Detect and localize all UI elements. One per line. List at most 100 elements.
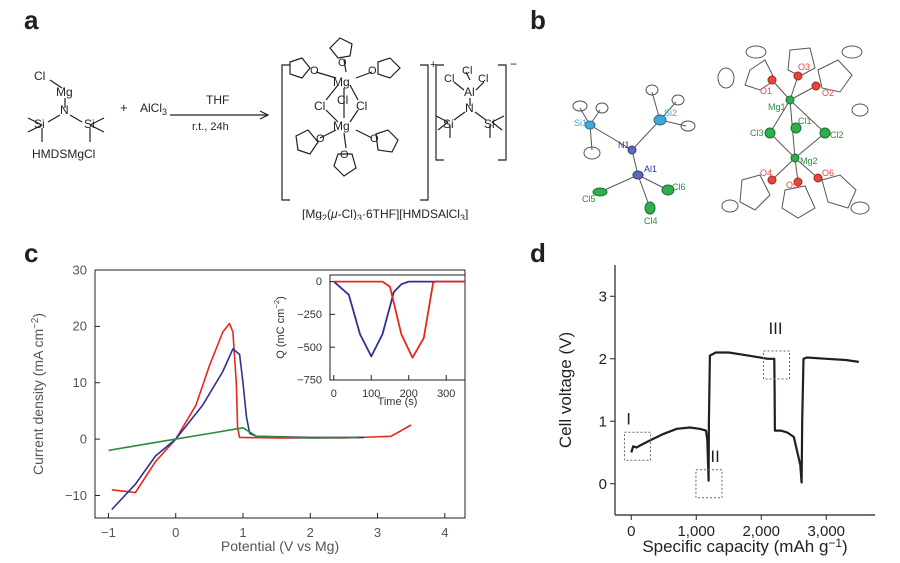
atom-label: Cl (337, 93, 348, 107)
atom-label: Cl (462, 65, 472, 77)
reactant-1-label: HMDSMgCl (32, 147, 95, 161)
cv-x-tick-label: 2 (307, 525, 314, 540)
plus-sign: + (120, 100, 128, 115)
atom-label-o6: O6 (822, 168, 834, 178)
cv-x-tick-label: −1 (101, 525, 116, 540)
conditions-bottom: r.t., 24h (192, 121, 229, 133)
atom-label: O (368, 65, 377, 77)
anion-charge: − (510, 57, 517, 71)
atom-label: Cl (314, 99, 325, 113)
atom-label: Cl (444, 73, 454, 85)
atom-label-si1: Si1 (574, 118, 587, 128)
cation-charge: + (430, 59, 436, 71)
cv-inset-x-tick-label: 200 (400, 388, 418, 400)
cv-inset-group: 0 100 200 300 0 −250 −500 −750 Time (s) Q (mC cm−… (272, 274, 466, 408)
atom-label-mg1: Mg1 (768, 102, 786, 112)
atom-label: Mg (56, 85, 73, 99)
atom-label: Cl (34, 69, 45, 83)
cv-x-axis-label: Potential (V vs Mg) (221, 538, 339, 554)
cv-inset-series-line-1 (333, 280, 465, 359)
voltage-capacity-chart: 0 1,000 2,000 3,000 0 1 2 3 Specific capacity (m… (556, 265, 875, 556)
cv-x-tick-label: 4 (441, 525, 448, 540)
atom-label: N (465, 101, 474, 115)
cv-series-line-2 (108, 427, 358, 452)
cell-y-tick-label: 3 (599, 288, 607, 305)
atom-label-cl2: Cl2 (830, 130, 844, 140)
conditions-top: THF (206, 93, 229, 107)
atom-label: O (340, 149, 349, 161)
cell-x-tick-label: 1,000 (677, 523, 715, 540)
atom-label-o3: O3 (798, 62, 810, 72)
annotation-box-1 (623, 431, 651, 461)
cv-y-tick-label: 30 (73, 262, 87, 277)
product-caption: [Mg2(μ-Cl)3·6THF][HMDSAlCl3] (302, 207, 468, 220)
atom-label: Si (84, 117, 95, 131)
cell-y-tick-label: 1 (599, 413, 607, 430)
cv-inset-y-tick-label: −500 (297, 342, 322, 354)
atom-label-cl6: Cl6 (672, 182, 686, 192)
cv-x-tick-label: 3 (374, 525, 381, 540)
atom-label: O (316, 133, 325, 145)
cv-inset-x-axis-label: Time (s) (378, 396, 418, 408)
cv-inset-x-tick-label: 100 (362, 388, 380, 400)
cv-y-tick-label: 20 (73, 319, 87, 334)
atom-label-si2: Si2 (664, 108, 677, 118)
reactant-2-label: AlCl3 (140, 101, 167, 117)
panel-letter-c: c (24, 238, 39, 268)
cv-x-tick-label: 1 (239, 525, 246, 540)
annotation-label-1: I (626, 409, 631, 428)
cv-inset-series-line-0 (333, 280, 465, 358)
atom-label-n1: N1 (618, 140, 630, 150)
cell-group: 0 1,000 2,000 3,000 0 1 2 3 Specific capacity (m… (556, 265, 875, 556)
cv-x-tick-label: 0 (172, 525, 179, 540)
atom-label-o5: O5 (786, 180, 798, 190)
atom-label-o4: O4 (760, 168, 772, 178)
atom-label-cl5: Cl5 (582, 194, 596, 204)
cell-y-tick-label: 2 (599, 351, 607, 368)
annotation-box-3 (763, 350, 791, 380)
panel-letter-a: a (24, 5, 39, 35)
atom-label: Si (484, 117, 495, 131)
atom-label-cl1: Cl1 (798, 116, 812, 126)
atom-label: Mg (333, 119, 350, 133)
atom-label: Si (443, 117, 454, 131)
atom-label-o2: O2 (822, 88, 834, 98)
panel-letter-d: d (530, 238, 546, 268)
reaction-scheme: Cl Mg N Si Si HMDSMgCl + AlCl3 THF r.t.,… (27, 37, 517, 220)
cv-inset-x-tick-label: 0 (331, 388, 337, 400)
atom-label: O (338, 57, 347, 69)
annotation-label-3: III (768, 319, 782, 338)
atom-label-o1: O1 (760, 86, 772, 96)
cell-y-axis-label: Cell voltage (V) (556, 332, 575, 448)
cell-x-tick-label: 3,000 (807, 523, 845, 540)
atom-label: Si (34, 117, 45, 131)
cv-inset-y-tick-label: 0 (316, 276, 322, 288)
cell-y-tick-label: 0 (599, 476, 607, 493)
cv-inset-frame (329, 274, 466, 381)
atom-label: O (310, 65, 319, 77)
cell-series-line-0 (630, 351, 859, 484)
cell-x-tick-label: 2,000 (742, 523, 780, 540)
cv-y-tick-label: −10 (65, 488, 87, 503)
annotation-label-2: II (710, 447, 719, 466)
cv-inset-y-axis-label: Q (mC cm−2) (272, 296, 287, 359)
atom-label: Al (464, 85, 475, 99)
annotation-box-2 (695, 469, 723, 499)
cv-y-axis-label: Current density (mA cm−2) (30, 313, 46, 475)
crystal-structures: Si1 Si2 N1 Al1 Cl5 Cl4 Cl6 O1 O3 O2 Mg1 … (572, 45, 870, 226)
atom-label-al1: Al1 (644, 164, 657, 174)
cv-inset-y-tick-label: −250 (297, 309, 322, 321)
atom-label: O (370, 133, 379, 145)
cv-inset-y-tick-label: −750 (297, 375, 322, 387)
cell-x-tick-label: 0 (627, 523, 635, 540)
atom-label: Cl (478, 73, 488, 85)
atom-label: Cl (356, 99, 367, 113)
atom-label-cl3: Cl3 (750, 128, 764, 138)
cv-y-tick-label: 10 (73, 375, 87, 390)
cell-x-axis-label: Specific capacity (mAh g−1) (642, 536, 847, 556)
cv-inset-x-tick-label: 300 (437, 388, 455, 400)
cv-y-tick-label: 0 (80, 431, 87, 446)
atom-label: N (60, 103, 69, 117)
atom-label-mg2: Mg2 (800, 156, 818, 166)
atom-label-cl4: Cl4 (644, 216, 658, 226)
